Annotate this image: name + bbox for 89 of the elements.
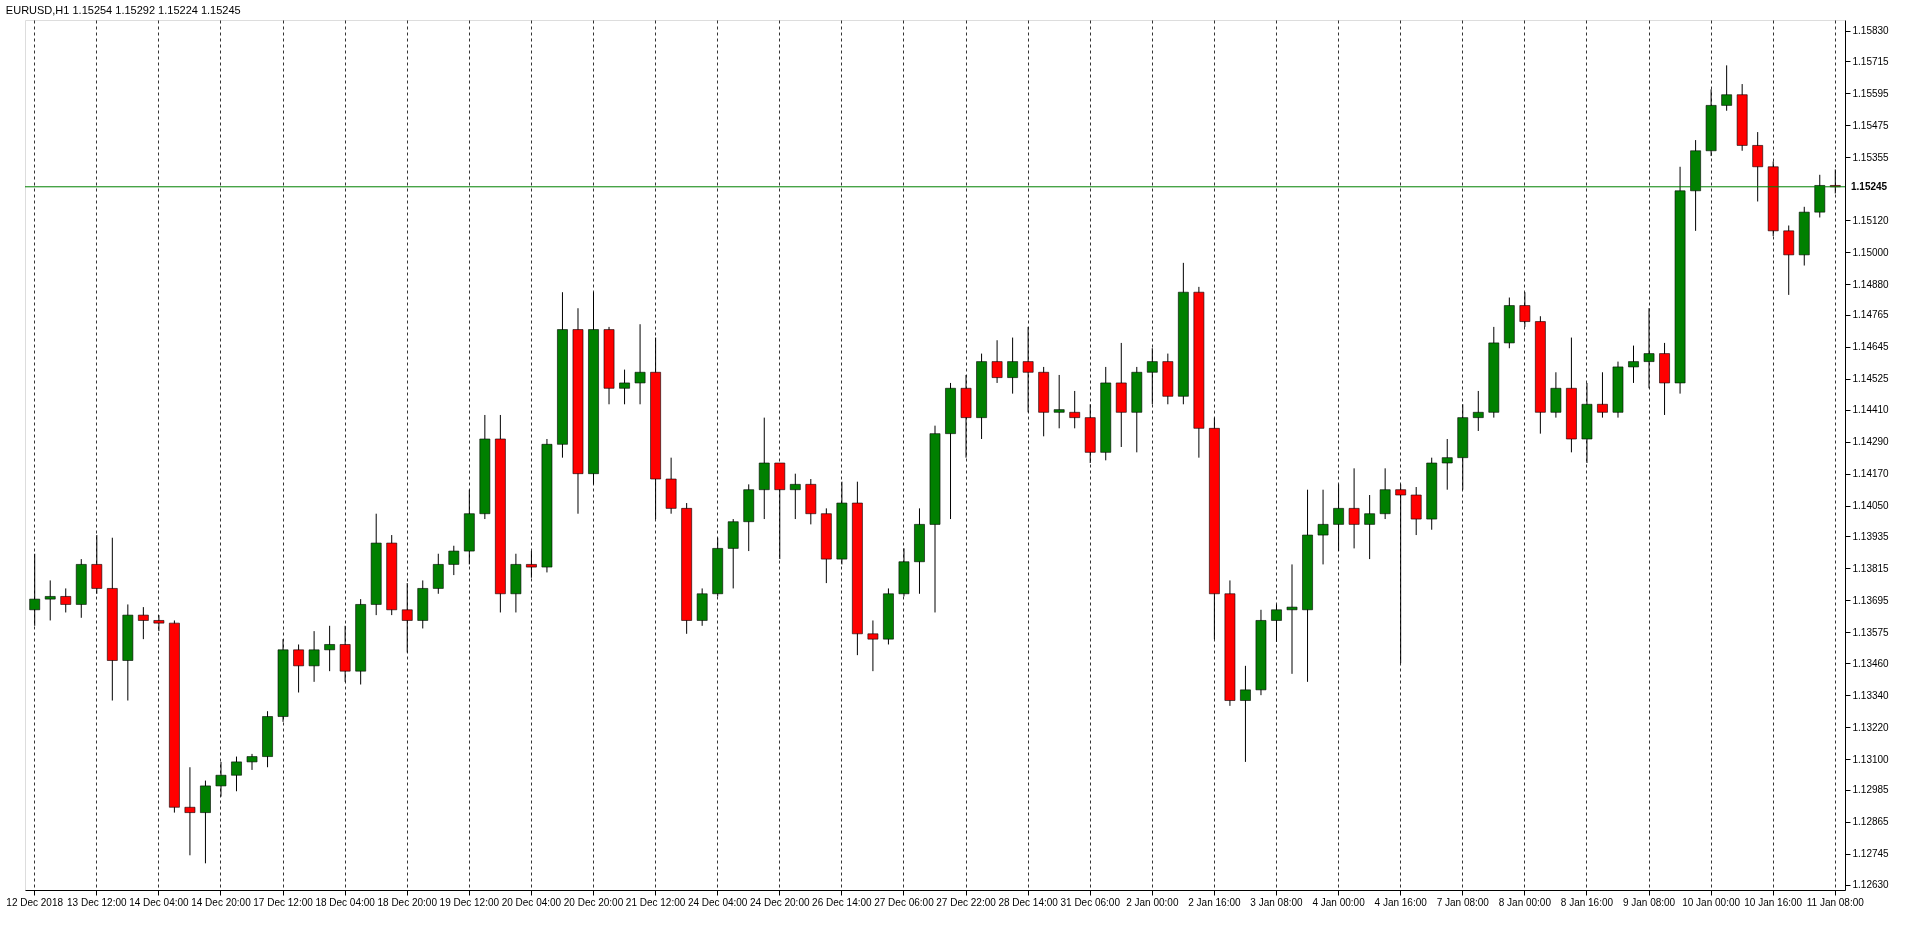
candlestick bbox=[1721, 64, 1732, 112]
candlestick bbox=[1069, 390, 1081, 429]
x-tick-label: 19 Dec 12:00 bbox=[439, 896, 500, 908]
x-tick-label: 9 Jan 08:00 bbox=[1622, 896, 1676, 908]
y-tick-label: 1.14290 bbox=[1852, 436, 1890, 448]
candlestick bbox=[60, 587, 72, 613]
x-tick-label: 12 Dec 2018 bbox=[6, 896, 64, 908]
x-tick-label: 21 Dec 12:00 bbox=[625, 896, 686, 908]
chart-title: EURUSD,H1 1.15254 1.15292 1.15224 1.15245 bbox=[5, 4, 241, 16]
y-tick-label: 1.14645 bbox=[1852, 341, 1890, 353]
candlestick bbox=[293, 643, 304, 694]
ref-line-label: 1.15245 bbox=[1851, 180, 1888, 192]
candlestick bbox=[324, 625, 335, 672]
x-tick-label: 17 Dec 12:00 bbox=[253, 896, 314, 908]
x-tick-label: 7 Jan 08:00 bbox=[1436, 896, 1490, 908]
x-tick-label: 3 Jan 08:00 bbox=[1250, 896, 1304, 908]
y-tick-label: 1.14765 bbox=[1852, 309, 1890, 321]
x-tick-label: 28 Dec 14:00 bbox=[998, 896, 1059, 908]
candlestick bbox=[634, 323, 646, 405]
candlestick bbox=[1597, 371, 1608, 419]
y-tick-label: 1.14525 bbox=[1852, 373, 1890, 385]
y-tick-label: 1.15355 bbox=[1852, 151, 1890, 163]
y-tick-label: 1.12630 bbox=[1852, 879, 1890, 891]
candlestick bbox=[1286, 563, 1298, 675]
y-tick-label: 1.13460 bbox=[1852, 657, 1890, 669]
y-tick-label: 1.14410 bbox=[1852, 404, 1890, 416]
x-tick-label: 2 Jan 16:00 bbox=[1188, 896, 1241, 908]
x-tick-label: 4 Jan 16:00 bbox=[1374, 896, 1428, 908]
x-tick-label: 24 Dec 20:00 bbox=[750, 896, 810, 908]
y-tick-label: 1.14050 bbox=[1852, 500, 1890, 512]
y-tick-label: 1.15830 bbox=[1852, 25, 1890, 37]
candlestick bbox=[789, 473, 801, 520]
candlestick bbox=[1441, 438, 1453, 491]
y-tick-label: 1.13340 bbox=[1852, 689, 1890, 701]
candlestick bbox=[308, 630, 320, 683]
x-tick-label: 18 Dec 04:00 bbox=[315, 896, 376, 908]
y-tick-label: 1.15475 bbox=[1852, 119, 1890, 131]
x-tick-label: 11 Jan 08:00 bbox=[1806, 896, 1865, 908]
candlestick bbox=[619, 369, 630, 405]
x-tick-label: 27 Dec 06:00 bbox=[874, 896, 935, 908]
candlestick bbox=[1348, 467, 1360, 549]
x-tick-label: 8 Jan 00:00 bbox=[1498, 896, 1552, 908]
candlestick bbox=[448, 545, 460, 576]
x-tick-label: 20 Dec 20:00 bbox=[563, 896, 624, 908]
x-tick-label: 24 Dec 04:00 bbox=[687, 896, 748, 908]
candlestick bbox=[1007, 337, 1018, 395]
candlestick bbox=[246, 753, 258, 771]
x-tick-label: 26 Dec 14:00 bbox=[812, 896, 873, 908]
candlestick bbox=[231, 756, 242, 792]
candlestick bbox=[867, 619, 879, 672]
x-tick-label: 31 Dec 06:00 bbox=[1060, 896, 1121, 908]
candlestick bbox=[1240, 665, 1251, 763]
y-tick-label: 1.13220 bbox=[1852, 721, 1890, 733]
candlestick bbox=[138, 606, 149, 640]
y-tick-label: 1.14170 bbox=[1852, 468, 1890, 480]
y-tick-label: 1.13695 bbox=[1852, 594, 1890, 606]
y-tick-label: 1.13815 bbox=[1852, 562, 1890, 574]
x-tick-label: 13 Dec 12:00 bbox=[67, 896, 127, 908]
x-tick-label: 8 Jan 16:00 bbox=[1560, 896, 1614, 908]
y-tick-label: 1.14880 bbox=[1852, 278, 1890, 290]
y-tick-label: 1.12865 bbox=[1852, 816, 1890, 828]
y-tick-label: 1.12985 bbox=[1852, 784, 1890, 796]
x-tick-label: 2 Jan 00:00 bbox=[1126, 896, 1179, 908]
candlestick bbox=[1317, 489, 1329, 565]
candlestick bbox=[44, 579, 56, 621]
y-tick-label: 1.15715 bbox=[1852, 55, 1890, 67]
y-tick-label: 1.15595 bbox=[1852, 87, 1890, 99]
x-tick-label: 10 Jan 00:00 bbox=[1682, 896, 1741, 908]
x-tick-label: 18 Dec 20:00 bbox=[377, 896, 438, 908]
y-tick-label: 1.13575 bbox=[1852, 626, 1890, 638]
y-tick-label: 1.13935 bbox=[1852, 530, 1890, 542]
candlestick bbox=[1472, 390, 1484, 432]
candlestick bbox=[1628, 345, 1639, 384]
y-tick-label: 1.12745 bbox=[1852, 848, 1890, 860]
candlestick bbox=[153, 614, 165, 632]
candlestick bbox=[1752, 131, 1764, 202]
candlestick bbox=[1053, 374, 1065, 429]
y-tick-label: 1.15000 bbox=[1852, 246, 1890, 258]
x-tick-label: 27 Dec 22:00 bbox=[936, 896, 997, 908]
y-tick-label: 1.15120 bbox=[1852, 214, 1890, 226]
x-tick-label: 20 Dec 04:00 bbox=[501, 896, 562, 908]
x-tick-label: 14 Dec 20:00 bbox=[191, 896, 252, 908]
x-tick-label: 14 Dec 04:00 bbox=[129, 896, 190, 908]
candlestick bbox=[991, 339, 1003, 384]
x-tick-label: 10 Jan 16:00 bbox=[1744, 896, 1803, 908]
candlestick bbox=[1364, 494, 1375, 560]
x-tick-label: 4 Jan 00:00 bbox=[1312, 896, 1366, 908]
candlestick bbox=[184, 766, 196, 856]
y-tick-label: 1.13100 bbox=[1852, 753, 1890, 765]
